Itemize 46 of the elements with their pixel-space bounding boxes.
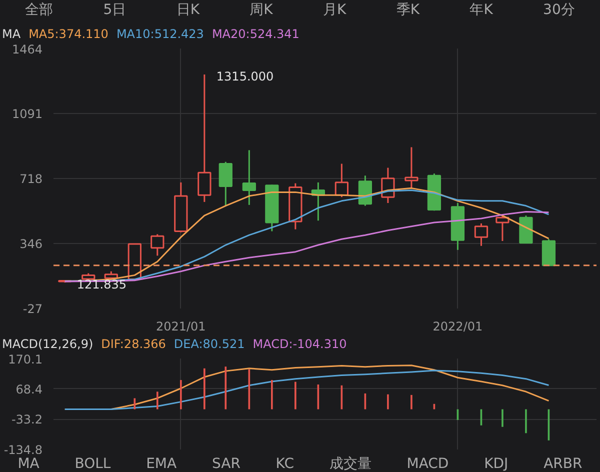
text: SAR bbox=[212, 455, 240, 472]
y-tick-label: 170.1 bbox=[8, 352, 43, 366]
text: DIF:28.366 bbox=[101, 337, 166, 351]
candlestick bbox=[334, 163, 348, 198]
x-tick-label: 2022/01 bbox=[432, 320, 483, 334]
text: 全部 bbox=[25, 1, 54, 20]
candlestick bbox=[198, 74, 212, 203]
text: MA20:524.341 bbox=[212, 27, 300, 41]
text: 30分 bbox=[543, 1, 575, 20]
candlestick bbox=[242, 149, 256, 206]
candlestick bbox=[404, 146, 418, 189]
text: 周K bbox=[250, 1, 273, 20]
y-tick-label: 718 bbox=[20, 172, 42, 186]
chart-title: MA bbox=[2, 27, 21, 41]
text: KC bbox=[276, 455, 294, 472]
y-tick-label: 1464 bbox=[12, 42, 43, 56]
candlestick bbox=[218, 161, 232, 207]
text: 季K bbox=[396, 1, 420, 20]
annotation: 1315.000 bbox=[216, 69, 274, 84]
text: 成交量 bbox=[329, 455, 372, 472]
annotation: 121.835 bbox=[76, 278, 126, 292]
text: MA bbox=[18, 455, 40, 472]
text: BOLL bbox=[74, 455, 111, 472]
y-tick-label: 68.4 bbox=[16, 382, 42, 396]
text: ARBR bbox=[544, 455, 582, 472]
text: KDJ bbox=[484, 455, 508, 472]
y-tick-label: -33.2 bbox=[11, 412, 43, 427]
y-tick-label: 1091 bbox=[12, 107, 43, 122]
y-tick-label: -27 bbox=[22, 302, 43, 316]
chart-title: MACD(12,26,9) bbox=[2, 337, 94, 351]
x-tick-label: 2021/01 bbox=[156, 320, 206, 334]
text: EMA bbox=[146, 455, 177, 472]
series-label: MACD:-104.310 bbox=[252, 337, 347, 351]
candlestick bbox=[150, 233, 164, 256]
y-tick-label: -134.8 bbox=[4, 443, 43, 457]
text: 5日 bbox=[103, 1, 126, 20]
candlestick bbox=[496, 214, 510, 242]
text: DEA:80.521 bbox=[174, 337, 245, 351]
text: 月K bbox=[323, 1, 346, 20]
text: MA10:512.423 bbox=[116, 27, 204, 41]
text: 日K bbox=[176, 1, 200, 20]
y-tick-label: 346 bbox=[20, 236, 42, 251]
candlestick bbox=[474, 222, 488, 247]
text: MA5:374.110 bbox=[28, 27, 108, 41]
text: 年K bbox=[470, 1, 493, 20]
text: MACD bbox=[406, 455, 449, 472]
